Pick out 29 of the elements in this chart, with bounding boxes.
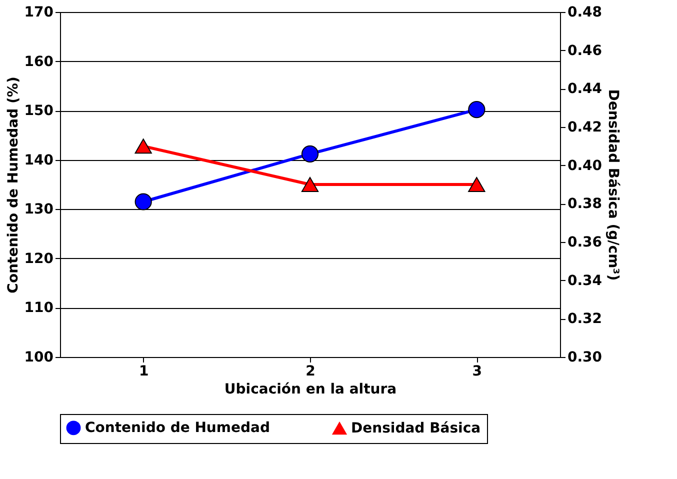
point [301, 145, 319, 162]
point [468, 101, 486, 118]
y-tick-label: 150 [24, 103, 54, 120]
x-axis-title: Ubicación en la altura [224, 382, 397, 398]
y-tick-label: 160 [24, 54, 54, 70]
y2-tick-label: 0.48 [568, 4, 602, 20]
y-tick-label: 170 [24, 4, 54, 20]
y-tick-label: 120 [24, 250, 54, 267]
y2-tick-label: 0.34 [568, 272, 602, 289]
legend-label: Contenido de Humedad [85, 420, 270, 436]
y-tick-label: 100 [24, 350, 54, 366]
legend-label: Densidad Básica [351, 420, 481, 436]
x-tick-label: 2 [306, 364, 316, 380]
y-axis-title: Contenido de Humedad (%) [5, 76, 22, 294]
y2-tick-label: 0.32 [568, 311, 602, 328]
y2-tick-label: 0.44 [568, 81, 602, 98]
y2-tick-label: 0.36 [568, 234, 602, 250]
x-tick-label: 1 [138, 364, 149, 380]
y2-tick-label: 0.46 [568, 42, 602, 59]
y-tick-label: 140 [24, 152, 54, 168]
y2-tick-label: 0.42 [568, 120, 602, 136]
point [134, 193, 152, 210]
y2-axis-title: Densidad Básica (g/cm³) [605, 89, 622, 281]
y-tick-label: 110 [24, 300, 54, 316]
y2-tick-label: 0.40 [568, 158, 602, 174]
y-tick-label: 130 [24, 202, 54, 218]
y2-tick-label: 0.30 [568, 350, 602, 366]
x-tick-label: 3 [472, 364, 482, 380]
y2-tick-label: 0.38 [568, 196, 602, 212]
